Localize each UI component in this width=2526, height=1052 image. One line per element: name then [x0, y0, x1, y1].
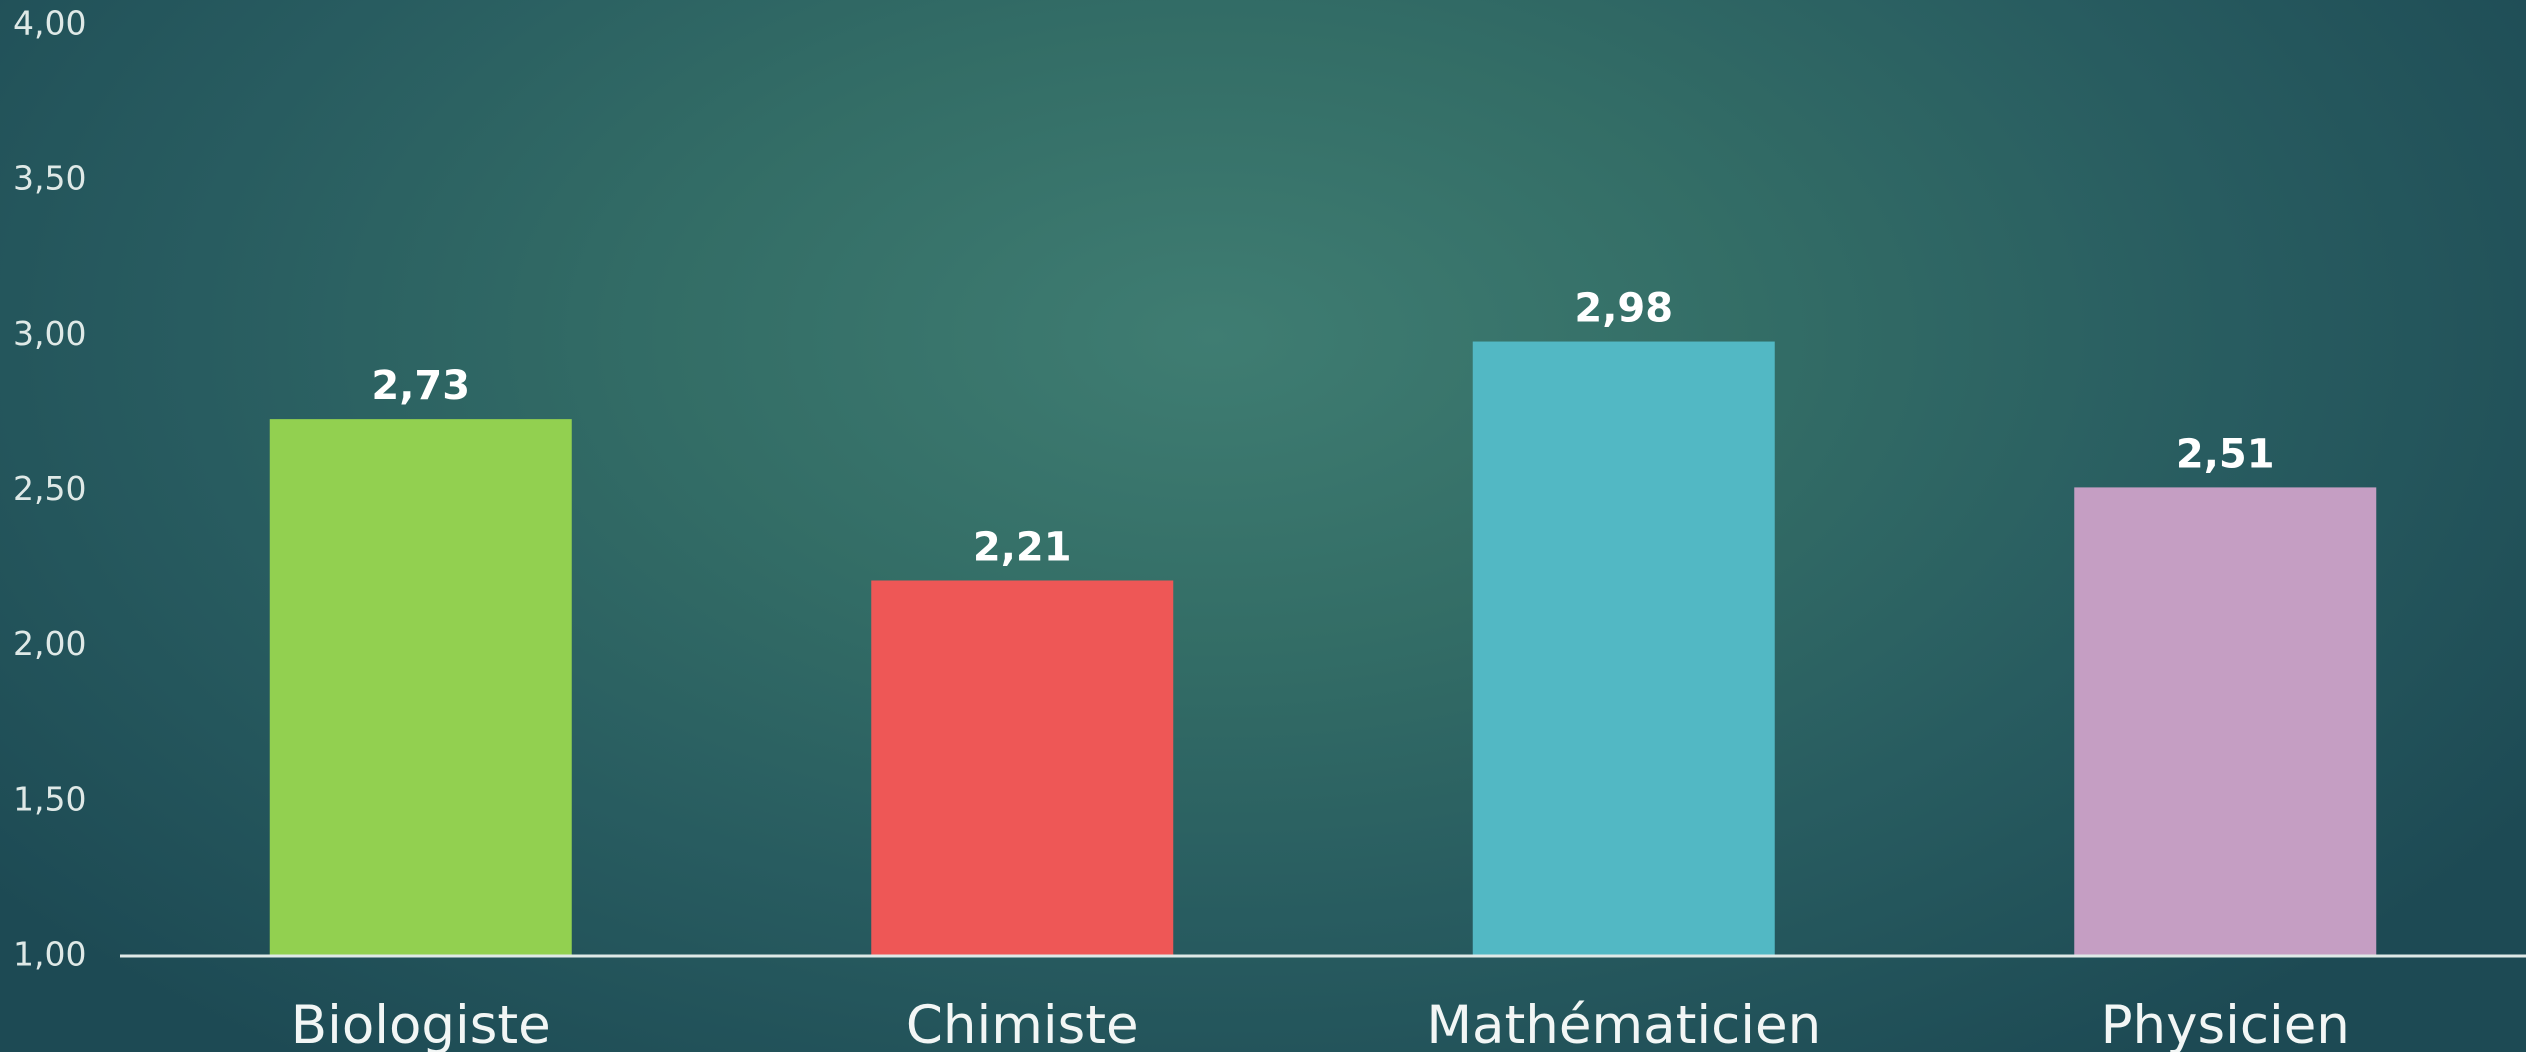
bar-physicien [2074, 487, 2377, 956]
data-labels: 2,73 2,21 2,98 2,51 [371, 286, 2274, 571]
y-tick-label: 4,00 [13, 4, 86, 43]
x-tick-label: Physicien [2101, 995, 2350, 1052]
y-axis-tick-labels: 1,00 1,50 2,00 2,50 3,00 3,50 4,00 [13, 4, 86, 974]
y-tick-label: 3,00 [13, 314, 86, 353]
data-label: 2,21 [973, 524, 1072, 570]
data-label: 2,98 [1574, 286, 1673, 332]
x-tick-label: Mathématicien [1426, 995, 1821, 1052]
x-tick-label: Biologiste [291, 995, 551, 1052]
x-axis-category-labels: Biologiste Chimiste Mathématicien Physicien [291, 995, 2350, 1052]
bar-chimiste [871, 580, 1174, 956]
data-label: 2,73 [371, 363, 470, 409]
x-tick-label: Chimiste [906, 995, 1139, 1052]
y-tick-label: 3,50 [13, 159, 86, 198]
y-tick-label: 2,00 [13, 624, 86, 663]
bar-mathematicien [1472, 341, 1775, 956]
y-tick-label: 2,50 [13, 469, 86, 508]
y-tick-label: 1,00 [13, 935, 86, 974]
data-label: 2,51 [2176, 431, 2275, 477]
y-tick-label: 1,50 [13, 779, 86, 818]
bars [269, 341, 2377, 957]
bar-biologiste [269, 419, 572, 957]
